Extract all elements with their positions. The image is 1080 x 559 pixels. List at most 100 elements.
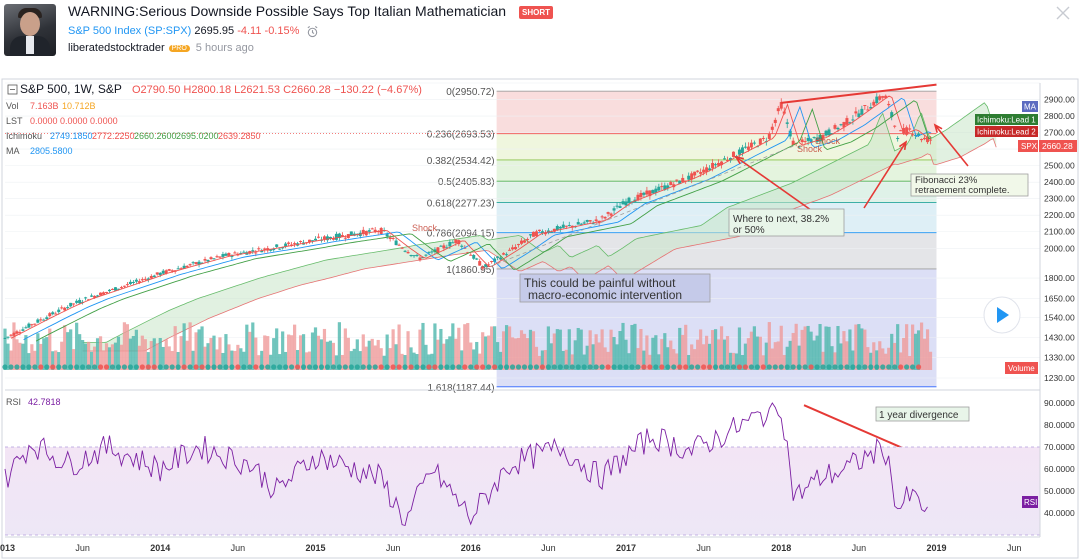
volume-bar <box>881 348 885 370</box>
candle-body <box>693 171 697 176</box>
volume-bar <box>313 327 318 370</box>
collapse-legend-icon[interactable] <box>7 84 18 95</box>
candle-body <box>445 247 449 249</box>
divergence-callout-box[interactable] <box>875 406 970 422</box>
candle-body <box>340 235 344 237</box>
candle-body <box>328 236 332 239</box>
alarm-clock-icon[interactable] <box>306 25 319 38</box>
author-name[interactable]: liberatedstocktrader <box>68 42 165 54</box>
lst-dot <box>20 364 26 370</box>
symbol-link[interactable]: S&P 500 Index (SP:SPX) <box>68 25 192 37</box>
legend-ichimoku-label: Ichimoku <box>6 131 42 141</box>
candle-body <box>272 248 276 251</box>
volume-bar <box>803 326 807 370</box>
volume-bar <box>113 342 118 370</box>
volume-bar <box>645 335 649 370</box>
lst-dot <box>26 364 32 370</box>
volume-bar <box>639 329 643 370</box>
lst-dot <box>62 364 68 370</box>
candle-body <box>105 291 109 293</box>
lst-dot <box>115 364 122 370</box>
price-tick-label: 2100.00 <box>1044 227 1075 237</box>
candle-body <box>63 307 67 311</box>
price-tick-label: 2900.00 <box>1044 95 1075 105</box>
candle-body <box>221 254 225 257</box>
candle-body <box>821 135 825 139</box>
volume-bar <box>143 339 147 370</box>
candle-body <box>842 122 846 128</box>
fib23-callout-box[interactable] <box>910 173 1029 197</box>
candle-body <box>409 254 413 256</box>
lst-dot <box>408 364 414 370</box>
volume-bar <box>791 332 795 370</box>
volume-bar <box>827 326 831 370</box>
legend-rsi-label: RSI <box>6 397 21 407</box>
lst-dot <box>575 364 581 370</box>
annotations[interactable]: Fibonacci 23% retracement complete. Wher… <box>412 136 1029 422</box>
volume-bar <box>478 353 482 370</box>
price-tick-label: 2500.00 <box>1044 161 1075 171</box>
candle-body <box>758 138 762 145</box>
volume-bar <box>334 355 338 370</box>
candle-body <box>887 103 891 106</box>
volume-bar <box>212 335 216 370</box>
volume-bar <box>839 343 843 370</box>
candle-body <box>54 313 58 315</box>
pro-badge: PRO <box>168 45 190 52</box>
candle-body <box>102 292 106 295</box>
painful-callout-box[interactable] <box>519 273 711 303</box>
candle-body <box>648 190 652 197</box>
volume-bar <box>672 349 676 370</box>
volume-bar <box>890 333 894 370</box>
candle-body <box>696 170 700 172</box>
price-tick-label: 1800.00 <box>1044 273 1075 283</box>
volume-bar <box>916 330 921 370</box>
lst-dot <box>277 364 283 370</box>
candle-body <box>412 255 416 257</box>
candle-body <box>78 299 82 304</box>
play-icon <box>997 307 1009 323</box>
candle-body <box>531 231 535 237</box>
candle-body <box>711 162 715 169</box>
close-icon[interactable] <box>1054 4 1072 22</box>
candle-body <box>334 233 338 240</box>
candle-body <box>549 231 553 233</box>
candle-body <box>406 251 410 254</box>
lst-dot <box>235 364 241 370</box>
lst-dot <box>462 364 468 370</box>
volume-bar <box>496 342 500 370</box>
candle-body <box>561 224 565 228</box>
lst-dot <box>456 364 462 370</box>
candle-body <box>188 264 192 266</box>
candle-body <box>624 201 628 206</box>
legend-ma-label: MA <box>6 146 20 156</box>
volume-bar <box>328 340 333 370</box>
volume-bar <box>561 350 565 370</box>
volume-bar <box>239 348 243 370</box>
candle-body <box>284 243 288 247</box>
volume-bar <box>415 354 419 370</box>
volume-bar <box>612 337 616 370</box>
volume-bar <box>131 336 135 370</box>
volume-bar <box>227 344 231 370</box>
volume-bar <box>842 331 846 370</box>
ichimoku-lead1-line <box>82 102 997 343</box>
candle-body <box>143 278 147 280</box>
idea-title[interactable]: WARNING:Serious Downside Possible Says T… <box>68 3 507 19</box>
candle-body <box>415 254 419 256</box>
volume-bar <box>621 322 625 370</box>
time-tick-label: Jun <box>1007 543 1022 553</box>
arrow-where-next-head <box>734 155 744 165</box>
volume-bar <box>893 342 897 370</box>
where-next-callout-box[interactable] <box>728 208 845 237</box>
lst-dot <box>426 364 432 370</box>
chart-area[interactable]: 0(2950.72) 0.236(2693.53) 0.382(2534.42) 0.… <box>0 78 1080 559</box>
volume-bar <box>570 354 574 370</box>
play-button[interactable] <box>983 296 1021 334</box>
candle-body <box>537 229 541 231</box>
lst-dot <box>366 364 372 370</box>
candle-body <box>570 225 574 228</box>
volume-bar <box>98 336 103 370</box>
author-avatar[interactable] <box>4 4 56 56</box>
lst-dot <box>360 364 366 370</box>
